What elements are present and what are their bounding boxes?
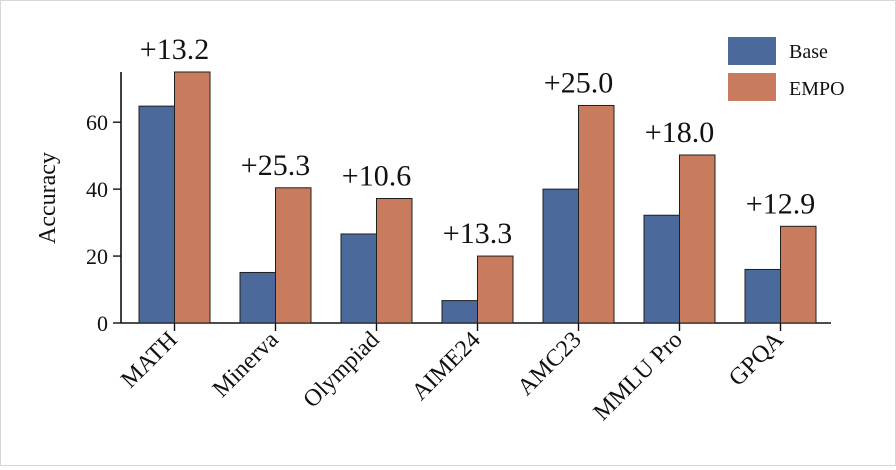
bar-empo-1 <box>275 187 312 324</box>
bar-empo-4 <box>578 104 615 324</box>
delta-label-6: +12.9 <box>746 187 815 220</box>
x-category-label-0: MATH <box>116 327 182 393</box>
y-tick-label-20: 20 <box>86 244 108 269</box>
y-axis-label: Accuracy <box>35 152 61 244</box>
x-category-label-3: AIME24 <box>407 327 486 406</box>
y-tick-label-0: 0 <box>97 311 108 336</box>
legend-label-empo: EMPO <box>789 78 845 100</box>
bar-empo-5 <box>679 154 716 324</box>
delta-label-1: +25.3 <box>241 149 310 182</box>
bar-base-0 <box>138 105 175 324</box>
bar-empo-6 <box>780 225 817 324</box>
bar-empo-3 <box>477 255 514 324</box>
bar-empo-0 <box>174 71 211 324</box>
bar-base-3 <box>441 300 478 324</box>
legend-swatch-base <box>728 37 776 65</box>
x-category-label-6: GPQA <box>724 326 789 391</box>
x-category-label-4: AMC23 <box>513 327 587 401</box>
legend: Base EMPO <box>728 37 845 101</box>
delta-label-4: +25.0 <box>544 66 613 99</box>
y-tick-label-40: 40 <box>86 177 108 202</box>
delta-label-5: +18.0 <box>645 116 714 149</box>
bar-base-2 <box>340 233 377 324</box>
bar-base-1 <box>239 271 276 324</box>
bars-layer <box>138 71 817 324</box>
bar-base-4 <box>542 188 579 324</box>
x-category-label-5: MMLU Pro <box>589 327 688 426</box>
y-tick-label-60: 60 <box>86 110 108 135</box>
x-category-label-2: Olympiad <box>298 327 384 413</box>
delta-label-2: +10.6 <box>342 160 411 193</box>
axes-layer: 0 20 40 60 <box>86 72 831 336</box>
delta-label-3: +13.3 <box>443 217 512 250</box>
legend-label-base: Base <box>789 41 828 63</box>
bar-base-5 <box>643 214 680 324</box>
bar-base-6 <box>744 268 781 324</box>
x-category-label-1: Minerva <box>208 327 284 403</box>
delta-label-0: +13.2 <box>140 33 209 66</box>
bar-empo-2 <box>376 198 413 324</box>
legend-swatch-empo <box>728 73 776 101</box>
